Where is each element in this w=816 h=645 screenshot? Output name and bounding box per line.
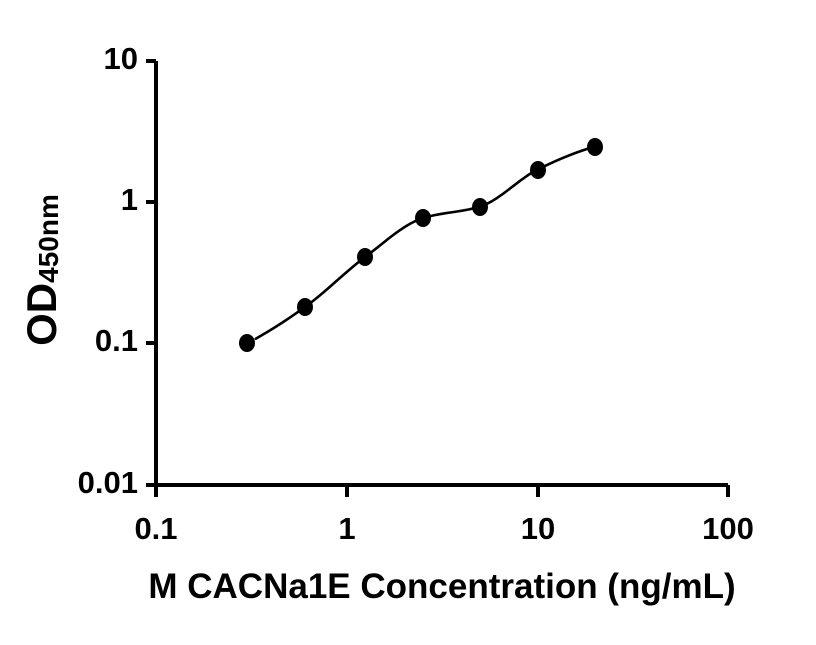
svg-text:10: 10 — [521, 511, 555, 546]
svg-text:OD450nm: OD450nm — [18, 194, 65, 346]
svg-text:100: 100 — [702, 511, 754, 546]
svg-text:1: 1 — [121, 182, 138, 217]
svg-text:0.1: 0.1 — [95, 323, 138, 358]
svg-text:10: 10 — [104, 41, 138, 76]
svg-text:0.01: 0.01 — [78, 465, 138, 500]
svg-text:1: 1 — [338, 511, 355, 546]
svg-text:0.1: 0.1 — [134, 511, 177, 546]
svg-text:M CACNa1E Concentration (ng/mL: M CACNa1E Concentration (ng/mL) — [148, 567, 735, 606]
